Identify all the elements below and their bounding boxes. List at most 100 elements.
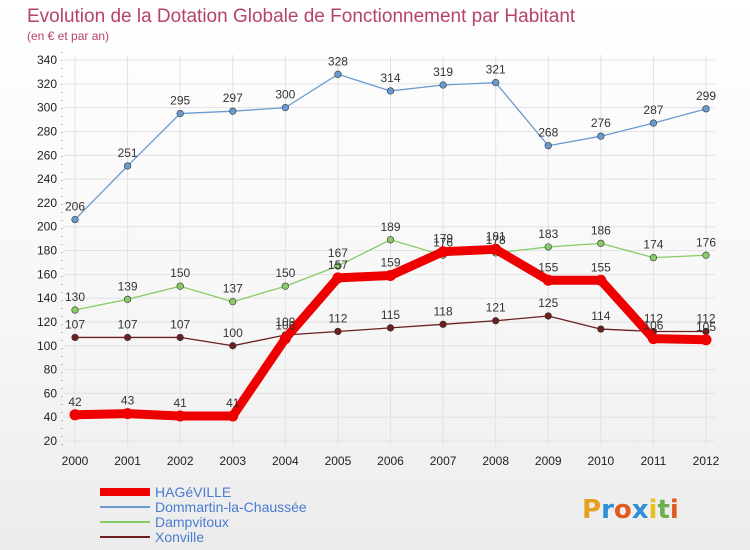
data-label: 159 xyxy=(380,256,400,270)
data-point xyxy=(176,282,184,290)
data-label: 100 xyxy=(223,326,243,340)
y-tick-label: 240 xyxy=(37,172,57,186)
y-tick-label: 160 xyxy=(37,267,57,281)
data-label: 183 xyxy=(538,227,558,241)
data-point xyxy=(229,298,237,306)
data-label: 251 xyxy=(118,146,138,160)
data-point xyxy=(71,215,79,224)
chart-title: Evolution de la Dotation Globale de Fonc… xyxy=(27,6,576,27)
data-label: 105 xyxy=(696,320,716,334)
data-point xyxy=(71,333,79,342)
x-tick-label: 2012 xyxy=(693,454,720,468)
data-point xyxy=(544,243,552,251)
data-label: 115 xyxy=(381,308,400,322)
data-label: 112 xyxy=(644,311,663,325)
data-label: 150 xyxy=(170,266,190,280)
grid xyxy=(64,55,715,446)
data-point xyxy=(492,79,500,87)
data-point xyxy=(649,254,658,262)
chart-subtitle: (en € et par an) xyxy=(27,29,109,43)
data-point xyxy=(649,119,658,127)
data-label: 176 xyxy=(696,235,716,249)
data-label: 114 xyxy=(591,309,610,323)
y-tick-label: 20 xyxy=(44,434,58,448)
data-point xyxy=(544,312,552,320)
data-label: 112 xyxy=(328,311,347,325)
data-label: 109 xyxy=(275,315,295,329)
y-tick-label: 280 xyxy=(37,124,57,138)
x-tick-label: 2010 xyxy=(587,454,614,468)
data-point xyxy=(227,410,239,422)
x-tick-label: 2007 xyxy=(430,454,457,468)
data-point xyxy=(386,324,395,332)
data-point xyxy=(702,251,710,259)
data-point xyxy=(595,274,607,286)
data-label: 43 xyxy=(121,394,135,408)
data-label: 41 xyxy=(226,396,240,410)
x-tick-label: 2002 xyxy=(167,454,194,468)
y-tick-label: 60 xyxy=(44,386,58,400)
data-label: 42 xyxy=(68,395,82,409)
data-label: 107 xyxy=(170,317,190,331)
data-label: 157 xyxy=(328,258,348,272)
data-label: 276 xyxy=(591,116,611,130)
data-label: 300 xyxy=(275,88,295,102)
data-point xyxy=(334,70,342,78)
data-point xyxy=(386,87,395,95)
logo-text: Proxiti xyxy=(582,495,679,525)
y-tick-label: 220 xyxy=(37,196,57,210)
y-tick-label: 260 xyxy=(37,148,57,162)
data-label: 186 xyxy=(591,223,611,237)
data-label: 118 xyxy=(434,304,453,318)
data-point xyxy=(122,408,134,420)
data-label: 107 xyxy=(118,317,138,331)
legend: HAGéVILLEDommartin-la-ChausséeDampvitoux… xyxy=(100,484,307,545)
y-tick-label: 340 xyxy=(37,53,57,67)
data-label: 179 xyxy=(433,232,453,246)
y-tick-label: 180 xyxy=(37,244,57,258)
data-point xyxy=(597,132,605,140)
y-tick-label: 140 xyxy=(37,291,57,305)
data-point xyxy=(123,295,132,303)
x-tick-label: 2005 xyxy=(325,454,352,468)
data-label: 41 xyxy=(173,396,187,410)
data-point xyxy=(176,109,184,118)
data-label: 268 xyxy=(538,126,558,140)
data-point xyxy=(439,81,447,89)
data-label: 139 xyxy=(118,279,138,293)
data-label: 174 xyxy=(643,238,663,252)
y-tick-label: 80 xyxy=(44,363,58,377)
data-label: 295 xyxy=(170,94,190,108)
data-label: 106 xyxy=(275,319,295,333)
data-point xyxy=(229,107,237,115)
data-point xyxy=(542,274,554,286)
data-label: 155 xyxy=(591,260,611,274)
data-label: 106 xyxy=(643,319,663,333)
legend-label: HAGéVILLE xyxy=(155,484,231,500)
data-point xyxy=(700,334,712,346)
data-label: 167 xyxy=(328,246,348,260)
data-point xyxy=(385,270,396,282)
data-label: 297 xyxy=(223,91,243,105)
data-point xyxy=(647,333,659,345)
data-point xyxy=(279,333,291,345)
data-point xyxy=(702,105,710,113)
legend-label: Dommartin-la-Chaussée xyxy=(155,499,307,515)
data-label: 181 xyxy=(486,229,506,243)
data-label: 121 xyxy=(486,301,506,315)
x-tick-label: 2009 xyxy=(535,454,562,468)
data-point xyxy=(334,262,342,270)
data-point xyxy=(437,246,449,258)
data-point xyxy=(174,410,186,422)
x-tick-label: 2000 xyxy=(62,454,89,468)
y-tick-label: 120 xyxy=(37,315,57,329)
data-point xyxy=(123,162,132,170)
data-label: 130 xyxy=(65,290,85,304)
data-label: 112 xyxy=(696,311,715,325)
data-label: 328 xyxy=(328,54,348,68)
data-point xyxy=(544,142,552,150)
data-point xyxy=(386,236,395,244)
data-point xyxy=(281,104,289,112)
data-point xyxy=(492,317,500,325)
